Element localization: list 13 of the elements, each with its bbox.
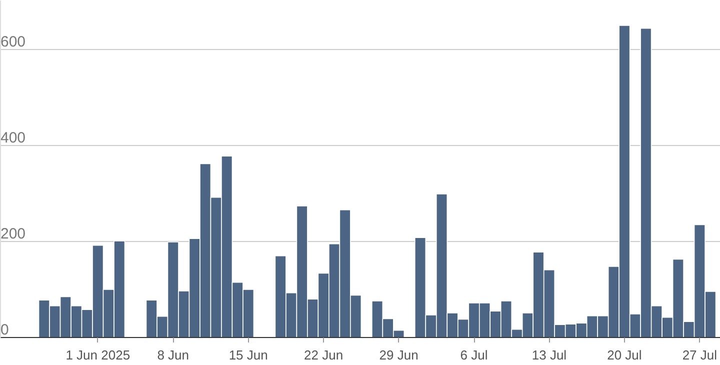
y-tick-label: 400 [0,129,26,146]
y-tick-label: 200 [0,225,26,242]
x-tick-label: 1 Jun 2025 [66,348,130,362]
x-tick-label: 15 Jun [228,348,268,362]
x-tick-label: 20 Jul [607,348,642,362]
y-tick-label: 600 [0,33,26,50]
x-tick-label: 6 Jul [460,348,488,362]
x-tick-label: 13 Jul [532,348,567,362]
x-tick-label: 27 Jul [682,348,718,362]
x-tick-label: 29 Jun [379,348,418,362]
x-tick-label: 8 Jun [157,348,190,362]
y-tick-label: 0 [0,322,9,338]
x-tick-label: 22 Jun [304,348,344,362]
